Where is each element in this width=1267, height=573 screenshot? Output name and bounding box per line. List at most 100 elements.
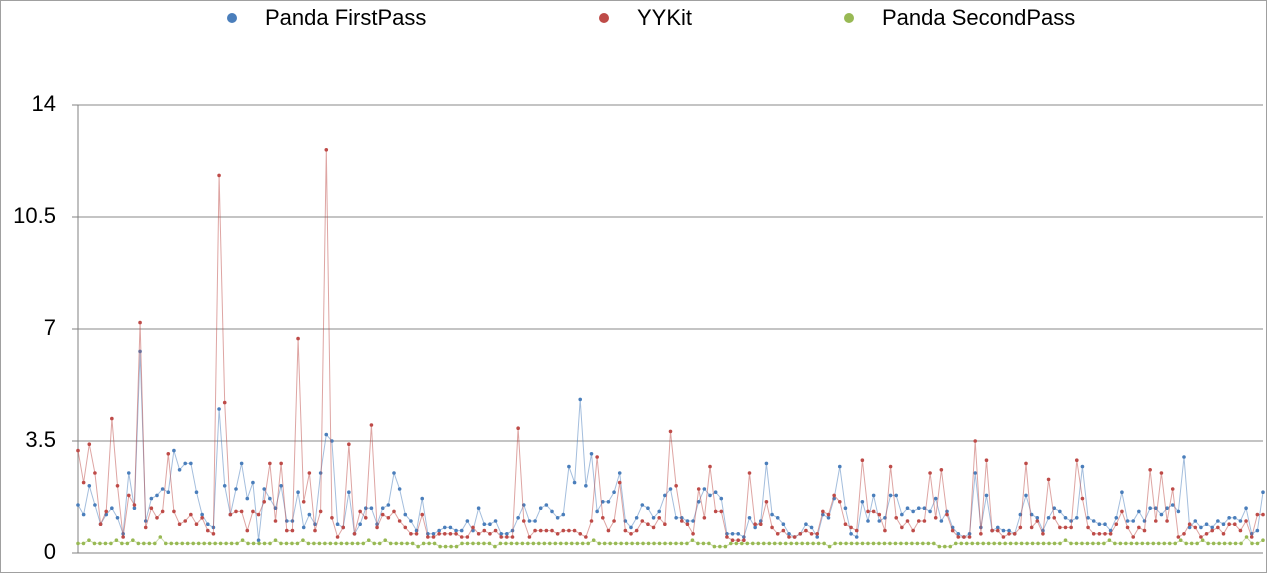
data-point (1173, 541, 1178, 546)
data-point (975, 541, 980, 546)
data-point (719, 509, 724, 514)
data-point (537, 541, 541, 546)
data-point (1086, 525, 1090, 530)
data-point (1255, 512, 1260, 517)
data-point (764, 461, 769, 466)
data-point (235, 541, 239, 546)
data-point (251, 541, 256, 546)
data-point (1063, 525, 1068, 530)
data-point (888, 541, 892, 546)
data-point (1210, 528, 1215, 533)
data-point (736, 538, 741, 542)
data-point (1239, 541, 1243, 546)
data-point (527, 535, 532, 539)
data-point (136, 541, 141, 546)
data-point (558, 541, 563, 546)
data-point (363, 516, 368, 520)
data-point (1063, 538, 1068, 542)
data-point (222, 400, 227, 405)
data-point (409, 519, 413, 523)
data-point (646, 541, 651, 546)
data-point (386, 503, 391, 507)
data-point (405, 541, 409, 546)
data-point (505, 535, 509, 539)
data-point (454, 544, 459, 549)
data-point (928, 509, 932, 514)
data-point (569, 541, 574, 546)
data-point (606, 528, 611, 533)
data-point (1193, 525, 1198, 530)
data-point (1125, 525, 1130, 530)
data-point (713, 509, 718, 514)
data-point (877, 541, 881, 546)
data-point (986, 541, 991, 546)
data-point (685, 522, 690, 526)
data-point (866, 519, 870, 523)
data-point (476, 532, 481, 536)
data-point (160, 509, 165, 514)
data-point (431, 535, 436, 539)
data-point (375, 525, 379, 530)
data-point (284, 541, 289, 546)
data-point (652, 541, 656, 546)
data-point (1069, 541, 1073, 546)
data-point (1007, 528, 1011, 533)
data-point (120, 541, 124, 546)
data-point (318, 471, 323, 475)
data-point (1238, 519, 1243, 523)
data-point (1159, 471, 1164, 475)
data-point (1162, 541, 1167, 546)
data-point (849, 525, 853, 530)
data-point (567, 528, 571, 533)
data-point (685, 519, 690, 523)
data-point (504, 541, 508, 546)
data-point (1074, 541, 1079, 546)
data-point (702, 487, 707, 491)
data-point (493, 519, 498, 523)
data-point (548, 541, 552, 546)
data-point (166, 490, 171, 495)
data-point (837, 500, 842, 504)
data-point (1170, 487, 1175, 491)
data-point (121, 535, 125, 539)
data-point (377, 541, 382, 546)
data-point (894, 493, 899, 498)
data-point (183, 461, 188, 466)
data-point (482, 528, 487, 533)
data-point (251, 480, 255, 485)
data-point (493, 528, 498, 533)
data-point (805, 541, 810, 546)
data-point (358, 509, 362, 514)
data-point (191, 541, 196, 546)
data-point (586, 541, 591, 546)
data-point (1216, 525, 1220, 530)
data-point (1140, 541, 1145, 546)
data-point (1058, 541, 1062, 546)
data-point (1074, 458, 1079, 463)
data-point (1206, 541, 1210, 546)
data-point (268, 541, 272, 546)
data-point (1102, 541, 1106, 546)
data-point (301, 538, 305, 542)
data-point (1036, 541, 1040, 546)
data-point (990, 528, 994, 533)
data-point (454, 528, 458, 533)
data-point (158, 535, 163, 539)
data-point (948, 544, 953, 549)
data-point (114, 538, 119, 542)
y-tick-label: 0 (44, 539, 56, 564)
data-point (956, 532, 961, 536)
data-point (911, 528, 915, 533)
data-point (383, 538, 388, 542)
data-point (245, 528, 250, 533)
data-point (725, 535, 729, 539)
data-point (729, 541, 733, 546)
data-point (750, 541, 755, 546)
data-point (900, 525, 904, 530)
data-point (189, 512, 193, 517)
data-point (110, 416, 114, 421)
data-point (612, 519, 616, 523)
data-point (207, 541, 212, 546)
data-point (871, 541, 876, 546)
y-tick-label: 10.5 (13, 203, 56, 228)
